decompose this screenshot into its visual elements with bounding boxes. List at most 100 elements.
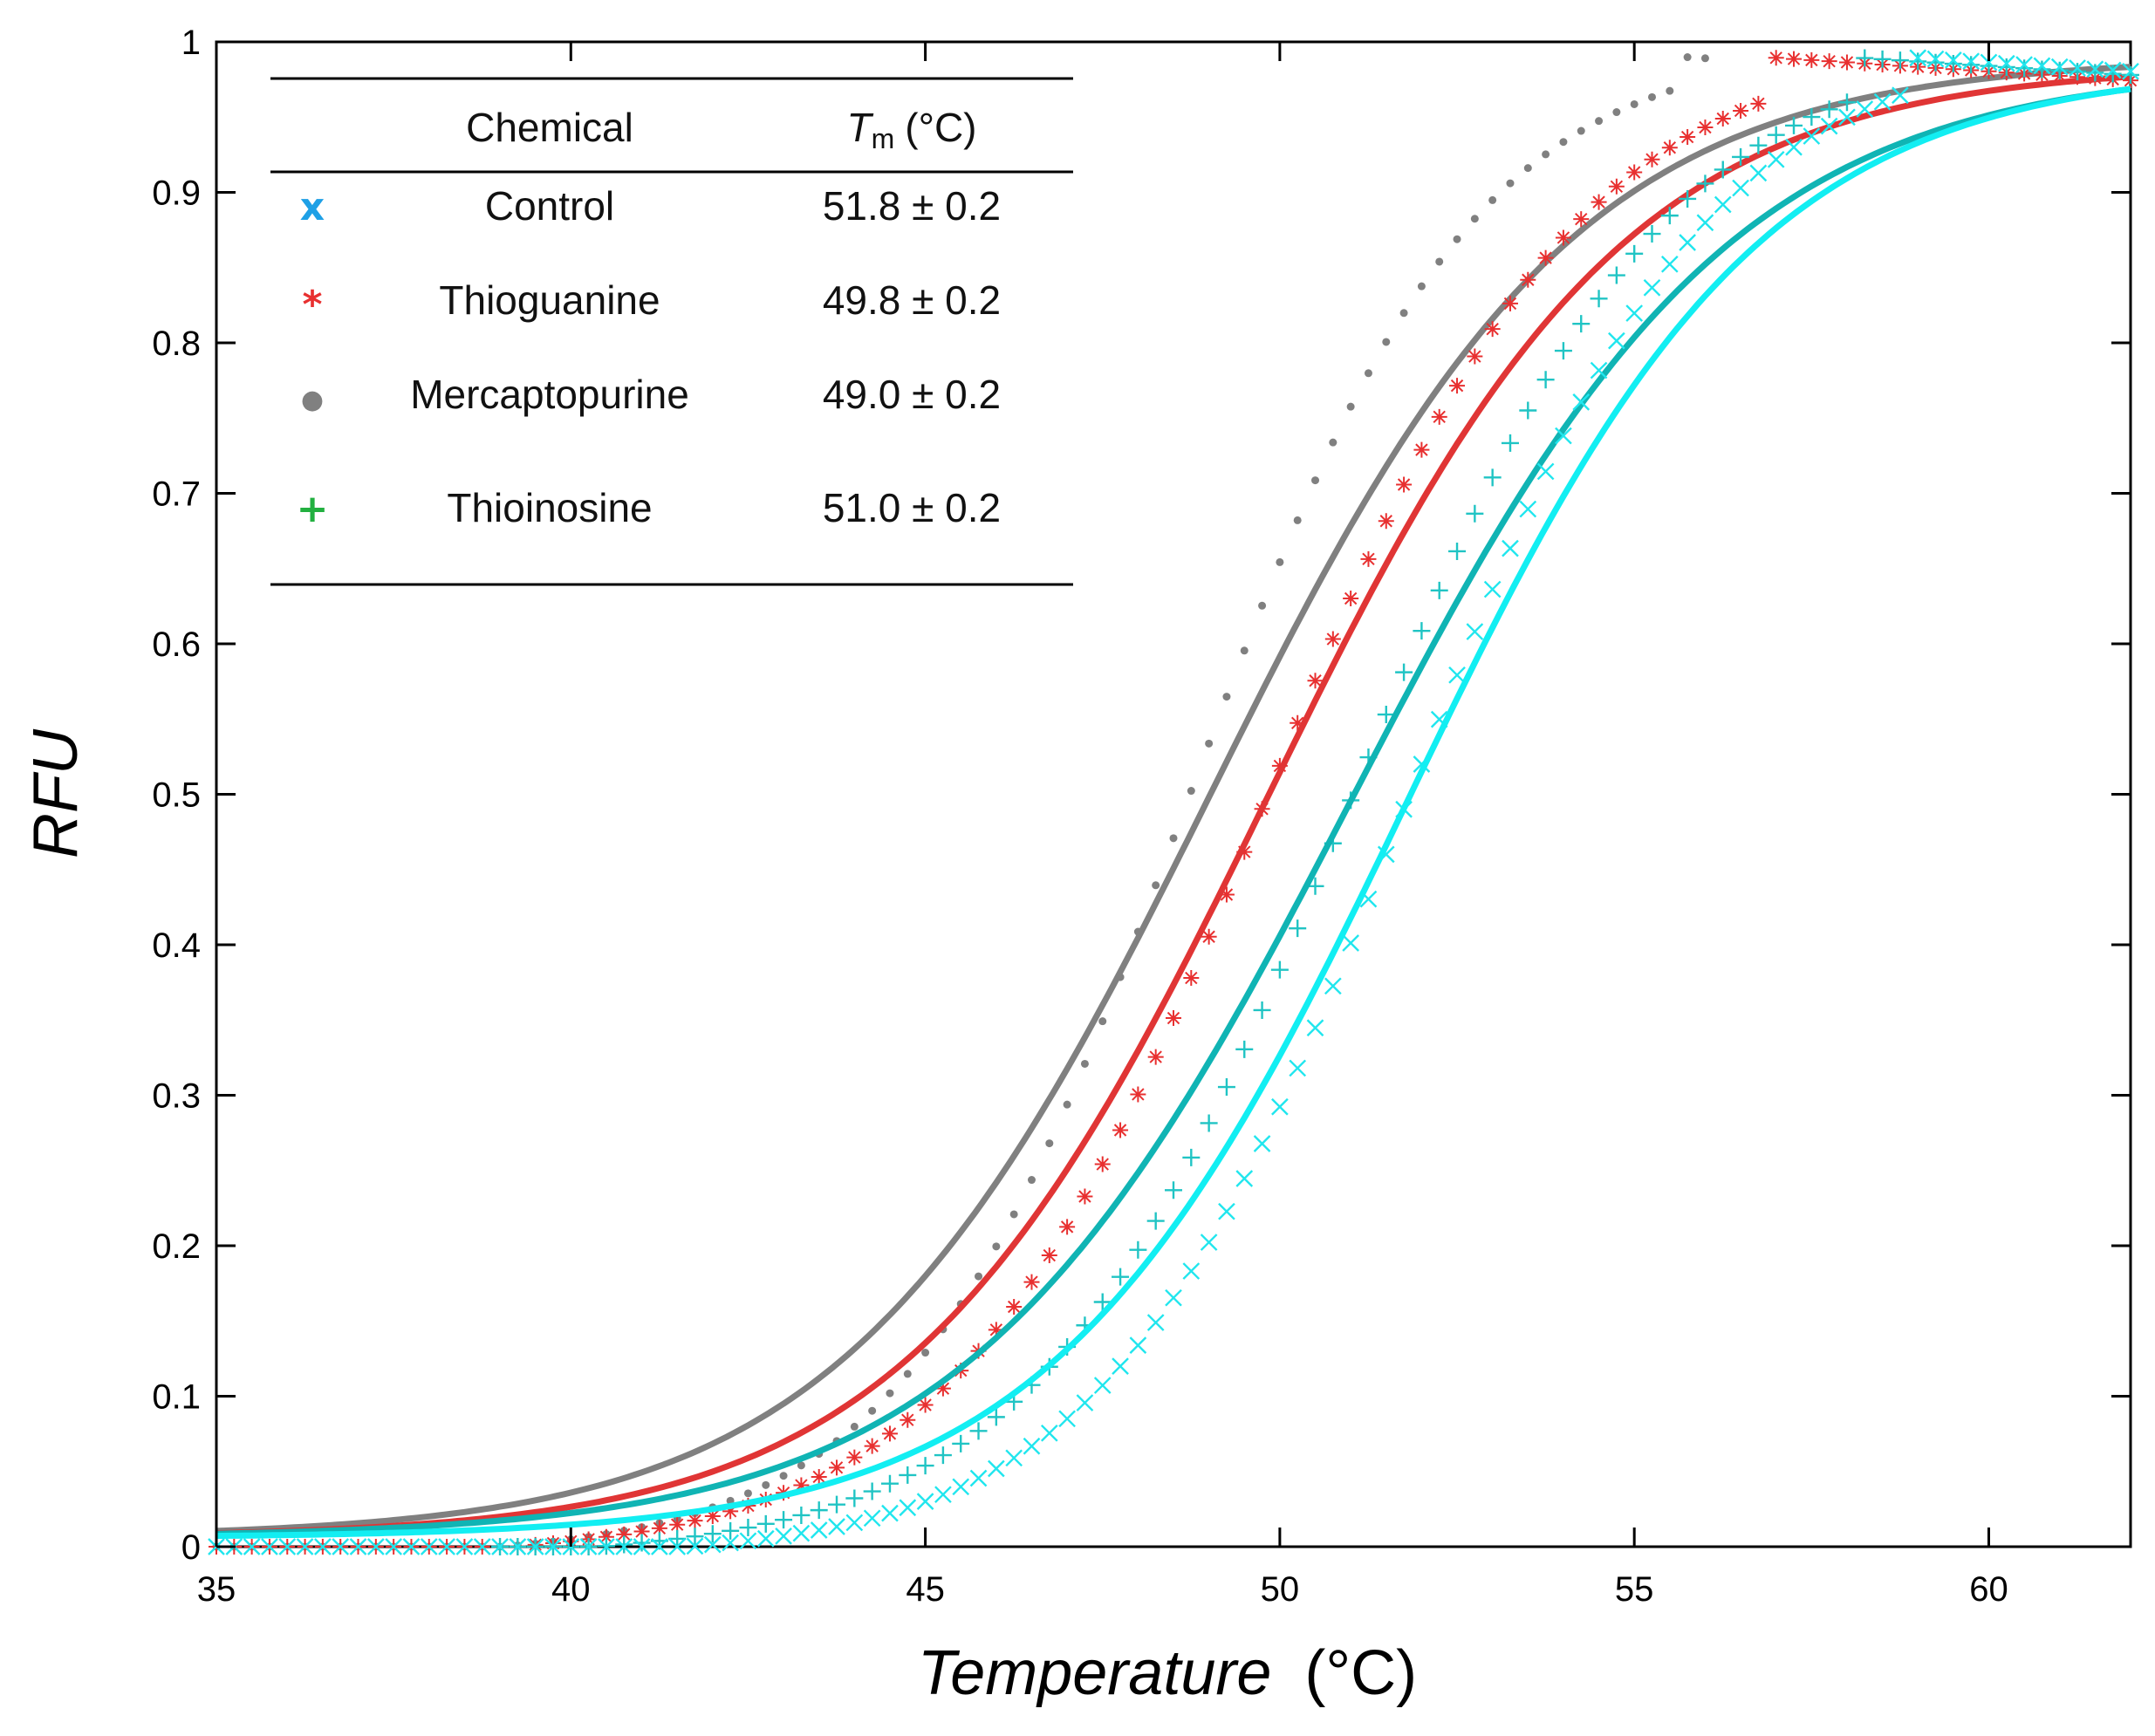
data-point xyxy=(2122,65,2139,84)
data-point xyxy=(1217,1078,1235,1097)
legend-header-tm-sub: m xyxy=(872,123,895,154)
data-point xyxy=(1058,1410,1076,1428)
data-point xyxy=(1661,140,1678,156)
data-point xyxy=(1271,1097,1289,1116)
data-point xyxy=(1506,179,1515,188)
data-point xyxy=(1045,1139,1054,1148)
data-point xyxy=(1733,102,1749,119)
data-point xyxy=(743,1489,752,1498)
data-point xyxy=(1542,150,1550,159)
data-point xyxy=(1856,49,1874,67)
fit-line xyxy=(216,85,2131,1537)
y-tick-label: 0.2 xyxy=(152,1227,201,1266)
y-tick-label: 0.3 xyxy=(152,1077,201,1116)
data-point xyxy=(1962,52,1981,71)
y-tick-label: 1 xyxy=(181,24,201,62)
data-point xyxy=(1483,468,1502,487)
data-point xyxy=(988,1322,1004,1338)
data-point xyxy=(1324,631,1341,647)
data-point xyxy=(1094,1156,1111,1172)
x-axis-title: Temperature (°C) xyxy=(918,1638,1417,1708)
data-point xyxy=(1838,54,1855,71)
data-point xyxy=(886,1389,894,1398)
data-point xyxy=(2050,61,2069,79)
data-point xyxy=(1290,714,1306,731)
legend-header-tm-symbol: T xyxy=(846,105,873,150)
data-point xyxy=(1077,1188,1093,1205)
data-point xyxy=(756,1514,775,1533)
data-point xyxy=(1523,164,1532,173)
data-point xyxy=(615,1538,633,1555)
data-point xyxy=(1891,51,1909,70)
data-point xyxy=(1059,1219,1076,1235)
data-point xyxy=(864,1438,880,1454)
data-point xyxy=(1395,663,1413,681)
data-point xyxy=(1648,92,1656,101)
data-point xyxy=(1009,1210,1018,1219)
data-point xyxy=(668,1538,687,1555)
data-point xyxy=(1430,581,1448,599)
data-point xyxy=(1324,977,1342,995)
data-point xyxy=(934,1380,951,1397)
y-axis-title: RFU xyxy=(21,728,91,858)
data-point xyxy=(969,1422,988,1440)
data-point xyxy=(1520,271,1536,288)
data-point xyxy=(1644,151,1660,167)
data-point xyxy=(1679,189,1697,208)
data-point xyxy=(1962,56,1981,74)
data-point xyxy=(792,1506,811,1524)
data-point xyxy=(633,1523,650,1540)
data-point xyxy=(1146,1212,1165,1230)
data-point xyxy=(992,1242,1001,1251)
x-tick-label: 50 xyxy=(1261,1570,1300,1609)
data-point xyxy=(704,1508,721,1525)
data-point xyxy=(2086,64,2104,82)
data-point xyxy=(243,1538,261,1555)
data-point xyxy=(1926,53,1945,72)
data-point xyxy=(1201,928,1217,945)
data-point xyxy=(2015,59,2034,78)
data-point xyxy=(1270,960,1289,979)
data-point xyxy=(1749,136,1768,154)
data-point xyxy=(1572,393,1591,411)
data-point xyxy=(1449,378,1466,394)
data-point xyxy=(903,1370,912,1378)
data-point xyxy=(934,1446,952,1465)
data-point xyxy=(1680,129,1696,146)
data-point xyxy=(1714,161,1732,179)
data-point xyxy=(669,1516,686,1533)
data-point xyxy=(1200,1234,1218,1251)
data-point xyxy=(722,1534,739,1552)
data-point xyxy=(810,1501,828,1520)
x-tick-label: 35 xyxy=(197,1570,236,1609)
data-point xyxy=(1342,934,1359,952)
data-point xyxy=(1643,278,1661,297)
data-point xyxy=(779,1472,788,1480)
data-point xyxy=(1364,369,1372,378)
data-point xyxy=(846,1449,863,1466)
data-point xyxy=(1382,338,1391,346)
data-point xyxy=(1098,1017,1107,1026)
data-point xyxy=(1821,53,1837,70)
data-point xyxy=(2104,65,2122,83)
data-point xyxy=(1625,304,1644,322)
data-point xyxy=(1873,50,1892,68)
data-point xyxy=(1856,100,1874,118)
series-thioinosine xyxy=(216,49,2139,1555)
data-point xyxy=(1470,215,1479,223)
x-tick-label: 55 xyxy=(1615,1570,1654,1609)
data-point xyxy=(1944,55,1962,73)
data-point xyxy=(1838,108,1856,126)
series-control xyxy=(208,49,2139,1555)
data-point xyxy=(868,1406,877,1415)
data-point xyxy=(1289,1059,1307,1077)
data-point xyxy=(1306,1019,1324,1037)
x-axis-title-unit: (°C) xyxy=(1304,1638,1417,1708)
data-point xyxy=(1147,1049,1164,1065)
data-point xyxy=(385,1538,402,1555)
data-point xyxy=(1448,666,1466,684)
data-point xyxy=(1235,1040,1254,1058)
data-point xyxy=(1205,739,1214,748)
data-point xyxy=(880,1474,899,1493)
data-point xyxy=(1572,315,1591,333)
